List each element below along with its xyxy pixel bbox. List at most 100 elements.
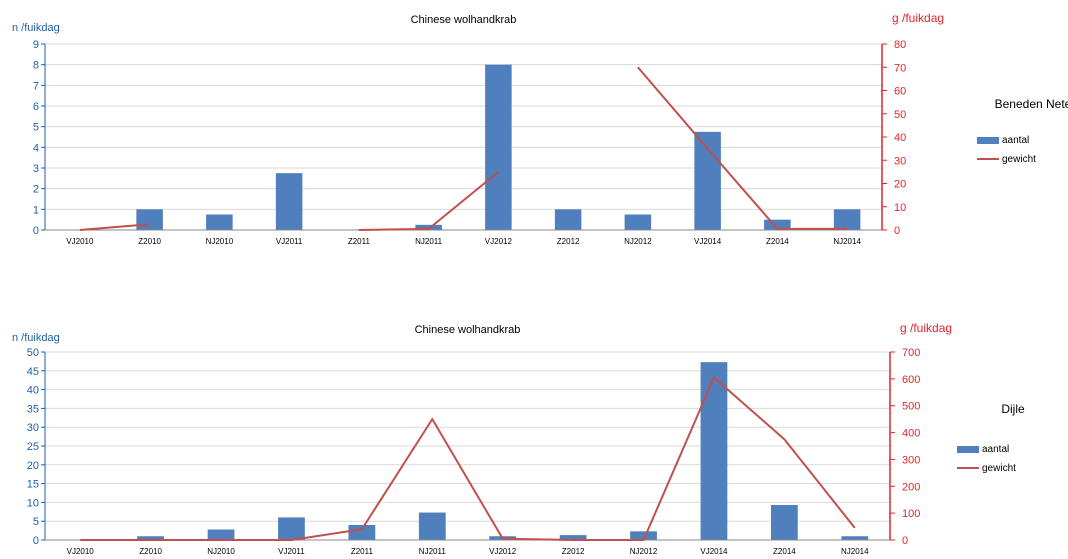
x-tick-label: VJ2014 [694,237,722,246]
x-tick-label: VJ2010 [67,547,95,554]
x-tick-label: NJ2011 [419,547,447,554]
right-tick-label: 70 [894,62,906,74]
left-tick-label: 30 [27,422,39,434]
left-tick-label: 6 [33,101,39,113]
legend-swatch-aantal [957,446,979,453]
right-tick-label: 40 [894,132,906,144]
x-tick-label: NJ2014 [833,237,861,246]
left-tick-label: 5 [33,122,39,134]
chart-panel-1: Chinese wolhandkrab n /fuikdag g /fuikdag 0… [12,11,1068,246]
x-tick-label: VJ2010 [66,237,94,246]
left-tick-label: 15 [27,479,39,491]
legend-swatch-aantal [977,137,999,144]
panel-label: Dijle [1001,402,1025,416]
right-tick-label: 10 [894,202,906,214]
bar-aantal [770,505,798,540]
left-tick-label: 40 [27,385,39,397]
right-tick-label: 100 [902,508,920,520]
right-tick-label: 50 [894,109,906,121]
bar-aantal [136,209,163,230]
bar-aantal [278,517,305,540]
left-tick-label: 10 [27,497,39,509]
left-tick-label: 4 [33,142,39,154]
left-tick-label: 9 [33,39,39,51]
bar-aantal [415,224,442,230]
bar-aantal [348,524,376,540]
bar-aantal [485,64,512,231]
x-tick-label: NJ2010 [206,237,234,246]
bar-aantal [418,512,446,540]
x-tick-label: NJ2010 [207,547,235,554]
right-axis-label: g /fuikdag [892,11,944,25]
bar-aantal [624,214,652,230]
x-tick-label: VJ2011 [278,547,305,554]
x-tick-label: NJ2011 [415,237,443,246]
right-tick-label: 300 [902,454,920,466]
panel-label: Beneden Nete [995,97,1068,111]
x-tick-label: NJ2014 [841,547,869,554]
right-tick-label: 600 [902,374,920,386]
left-tick-label: 0 [33,535,39,547]
chart-title: Chinese wolhandkrab [415,324,521,336]
line-gewicht [80,375,856,541]
bar-aantal [694,131,721,230]
bar-aantal [764,219,791,230]
right-tick-label: 400 [902,428,920,440]
bar-aantal [700,362,728,540]
line-gewicht [79,223,150,231]
right-tick-label: 200 [902,481,920,493]
left-tick-label: 50 [27,347,39,359]
x-tick-label: Z2010 [138,237,161,246]
x-tick-label: Z2012 [557,237,580,246]
x-tick-label: Z2010 [139,547,162,554]
right-tick-label: 700 [902,347,920,359]
left-tick-label: 45 [27,366,39,378]
right-tick-label: 60 [894,86,906,98]
x-tick-label: NJ2012 [630,547,658,554]
x-tick-label: VJ2011 [276,237,303,246]
line-gewicht [358,171,500,231]
left-axis-label: n /fuikdag [12,22,60,34]
x-tick-label: Z2011 [348,237,371,246]
right-tick-label: 80 [894,39,906,51]
legend-label-aantal: aantal [1002,135,1029,146]
x-tick-label: Z2011 [351,547,374,554]
bar-aantal [275,173,303,230]
x-tick-label: VJ2014 [700,547,728,554]
left-tick-label: 25 [27,441,39,453]
right-axis-label: g /fuikdag [900,321,952,335]
left-tick-label: 3 [33,163,39,175]
left-tick-label: 20 [27,460,39,472]
left-axis-label: n /fuikdag [12,332,60,344]
legend-label-aantal: aantal [982,444,1009,455]
right-tick-label: 500 [902,401,920,413]
x-tick-label: NJ2012 [624,237,652,246]
line-gewicht [637,66,848,230]
left-tick-label: 35 [27,403,39,415]
bar-aantal [554,209,582,230]
right-tick-label: 0 [894,225,900,237]
bar-aantal [137,536,165,540]
bar-aantal [206,214,233,230]
right-tick-label: 30 [894,155,906,167]
bar-aantal [559,535,587,540]
legend-label-gewicht: gewicht [982,463,1016,474]
chart-panel-2: Chinese wolhandkrab n /fuikdag g /fuikdag 0… [12,321,1025,556]
bar-aantal [630,531,657,540]
left-tick-label: 0 [33,225,39,237]
left-tick-label: 1 [33,204,39,216]
bar-aantal [207,529,235,540]
x-tick-label: Z2014 [773,547,796,554]
x-tick-label: Z2014 [766,237,789,246]
chart-title: Chinese wolhandkrab [411,14,517,26]
left-tick-label: 2 [33,184,39,196]
bar-aantal [833,209,861,230]
left-tick-label: 8 [33,60,39,72]
bar-aantal [841,536,869,540]
x-tick-label: VJ2012 [485,237,513,246]
legend-label-gewicht: gewicht [1002,154,1036,165]
x-tick-label: VJ2012 [489,547,517,554]
x-tick-label: Z2012 [562,547,585,554]
right-tick-label: 20 [894,179,906,191]
